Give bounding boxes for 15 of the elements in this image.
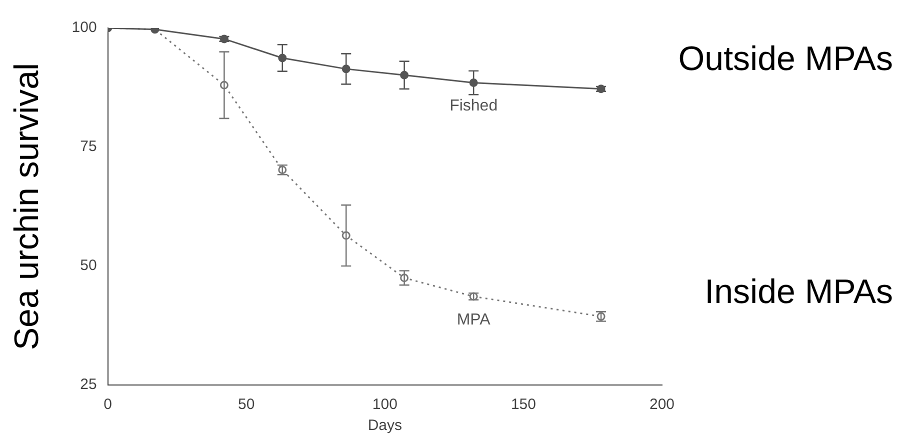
x-tick-label: 150 — [510, 396, 536, 414]
text: Inside MPAs — [704, 273, 893, 311]
y-axis-title: Sea urchin survival — [8, 62, 46, 350]
x-tick-label: 50 — [238, 396, 255, 414]
series-label: Fished — [450, 98, 498, 115]
x-tick-label: 0 — [104, 396, 112, 414]
text: Outside MPAs — [678, 40, 893, 78]
x-tick-label: 100 — [372, 396, 398, 414]
y-tick-label: 50 — [80, 257, 97, 274]
y-tick-label: 100 — [72, 19, 97, 36]
x-axis-title: Days — [368, 417, 402, 434]
y-tick-label: 75 — [80, 138, 97, 156]
series-label: MPA — [456, 311, 491, 328]
y-tick-label: 25 — [80, 376, 97, 394]
x-tick-label: 200 — [649, 396, 675, 414]
